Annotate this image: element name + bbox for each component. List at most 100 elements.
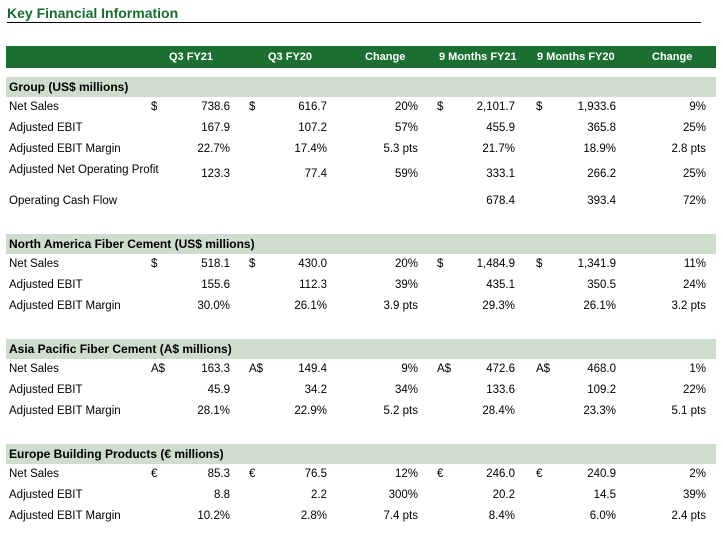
value-9m-fy20: 1,341.9 <box>577 258 616 270</box>
currency-symbol: $ <box>249 101 256 113</box>
row-label: Adjusted Net Operating Profit <box>9 164 159 176</box>
value-9m-fy21: 1,484.9 <box>476 258 515 270</box>
value-9m-fy20: 266.2 <box>587 168 616 180</box>
value-q3-fy20: 34.2 <box>304 384 327 396</box>
value-change-9m: 25% <box>682 168 706 180</box>
currency-symbol: A$ <box>536 363 551 375</box>
table-row: Operating Cash Flow 678.4 393.4 72% <box>6 191 716 212</box>
row-label: Operating Cash Flow <box>9 195 118 207</box>
value-q3-fy20: 26.1% <box>294 300 327 312</box>
currency-symbol: € <box>151 468 158 480</box>
title-divider <box>7 22 701 23</box>
header-9m-fy20: 9 Months FY20 <box>537 51 615 63</box>
table-row: Adjusted EBIT 155.6 112.3 39% 435.1 350.… <box>6 275 716 296</box>
row-label: Net Sales <box>9 468 59 480</box>
value-9m-fy21: 21.7% <box>482 143 515 155</box>
currency-symbol: € <box>249 468 256 480</box>
value-9m-fy20: 468.0 <box>587 363 616 375</box>
row-label: Net Sales <box>9 258 59 270</box>
value-change-quarter: 57% <box>394 122 418 134</box>
value-q3-fy21: 8.8 <box>214 489 230 501</box>
value-q3-fy20: 22.9% <box>294 405 327 417</box>
value-change-9m: 22% <box>682 384 706 396</box>
row-label: Adjusted EBIT <box>9 279 83 291</box>
currency-symbol: $ <box>151 101 158 113</box>
value-change-9m: 3.2 pts <box>671 300 706 312</box>
value-9m-fy20: 18.9% <box>583 143 616 155</box>
value-9m-fy20: 393.4 <box>587 195 616 207</box>
table-row: Net Sales $ 518.1 $ 430.0 20% $ 1,484.9 … <box>6 254 716 275</box>
value-q3-fy21: 85.3 <box>207 468 230 480</box>
value-q3-fy20: 149.4 <box>298 363 327 375</box>
value-9m-fy21: 8.4% <box>488 510 515 522</box>
table-row: Adjusted EBIT Margin 10.2% 2.8% 7.4 pts … <box>6 506 716 527</box>
section-header-europe: Europe Building Products (€ millions) <box>6 444 716 464</box>
table-row: Adjusted Net Operating Profit 123.3 77.4… <box>6 161 716 189</box>
table-row: Adjusted EBIT Margin 28.1% 22.9% 5.2 pts… <box>6 401 716 422</box>
value-change-quarter: 9% <box>401 363 418 375</box>
value-9m-fy20: 26.1% <box>583 300 616 312</box>
value-9m-fy21: 472.6 <box>486 363 515 375</box>
value-q3-fy21: 163.3 <box>201 363 230 375</box>
value-9m-fy20: 6.0% <box>589 510 616 522</box>
value-change-quarter: 20% <box>394 101 418 113</box>
currency-symbol: $ <box>536 258 543 270</box>
value-change-quarter: 12% <box>394 468 418 480</box>
value-q3-fy21: 738.6 <box>201 101 230 113</box>
currency-symbol: A$ <box>249 363 264 375</box>
value-change-9m: 2.4 pts <box>671 510 706 522</box>
row-label: Net Sales <box>9 101 59 113</box>
page-title: Key Financial Information <box>7 5 179 21</box>
value-q3-fy20: 112.3 <box>299 279 327 291</box>
value-change-9m: 11% <box>683 258 706 270</box>
value-change-quarter <box>346 191 418 212</box>
value-q3-fy20: 430.0 <box>298 258 327 270</box>
table-row: Adjusted EBIT 8.8 2.2 300% 20.2 14.5 39% <box>6 485 716 506</box>
value-9m-fy20: 1,933.6 <box>577 101 616 113</box>
value-change-9m: 25% <box>682 122 706 134</box>
section-title: North America Fiber Cement (US$ millions… <box>9 237 255 251</box>
value-q3-fy21: 22.7% <box>197 143 230 155</box>
header-q3-fy21: Q3 FY21 <box>169 51 214 63</box>
value-9m-fy21: 2,101.7 <box>476 101 515 113</box>
currency-symbol: A$ <box>437 363 452 375</box>
value-9m-fy21: 435.1 <box>486 279 515 291</box>
section-title: Europe Building Products (€ millions) <box>9 447 224 461</box>
value-9m-fy20: 240.9 <box>587 468 616 480</box>
value-9m-fy20: 365.8 <box>587 122 616 134</box>
header-change-quarter: Change <box>365 51 406 63</box>
value-9m-fy21: 246.0 <box>486 468 515 480</box>
section-title: Asia Pacific Fiber Cement (A$ millions) <box>9 342 232 356</box>
value-change-quarter: 3.9 pts <box>383 300 418 312</box>
table-row: Adjusted EBIT Margin 22.7% 17.4% 5.3 pts… <box>6 139 716 160</box>
value-change-quarter: 7.4 pts <box>383 510 418 522</box>
section-header-group: Group (US$ millions) <box>6 77 716 97</box>
value-q3-fy21: 155.6 <box>201 279 230 291</box>
currency-symbol: € <box>536 468 543 480</box>
value-q3-fy20: 2.8% <box>300 510 327 522</box>
value-change-quarter: 5.2 pts <box>383 405 418 417</box>
value-change-9m: 72% <box>682 195 706 207</box>
currency-symbol: $ <box>151 258 158 270</box>
currency-symbol: $ <box>249 258 256 270</box>
value-q3-fy21 <box>176 191 230 212</box>
table-row: Adjusted EBIT 167.9 107.2 57% 455.9 365.… <box>6 118 716 139</box>
row-label: Adjusted EBIT Margin <box>9 405 121 417</box>
row-label: Net Sales <box>9 363 59 375</box>
value-q3-fy21: 10.2% <box>197 510 230 522</box>
value-q3-fy21: 30.0% <box>197 300 230 312</box>
value-9m-fy21: 678.4 <box>486 195 515 207</box>
value-change-quarter: 34% <box>394 384 418 396</box>
value-9m-fy21: 333.1 <box>486 168 515 180</box>
currency-symbol: € <box>437 468 444 480</box>
value-q3-fy20: 76.5 <box>304 468 327 480</box>
value-9m-fy21: 455.9 <box>486 122 515 134</box>
row-label: Adjusted EBIT Margin <box>9 510 121 522</box>
value-q3-fy20: 2.2 <box>311 489 327 501</box>
section-title: Group (US$ millions) <box>9 80 129 94</box>
table-row: Net Sales A$ 163.3 A$ 149.4 9% A$ 472.6 … <box>6 359 716 380</box>
value-q3-fy20: 107.2 <box>298 122 327 134</box>
row-label: Adjusted EBIT Margin <box>9 143 121 155</box>
value-q3-fy21: 518.1 <box>201 258 230 270</box>
section-header-asia-pacific: Asia Pacific Fiber Cement (A$ millions) <box>6 339 716 359</box>
